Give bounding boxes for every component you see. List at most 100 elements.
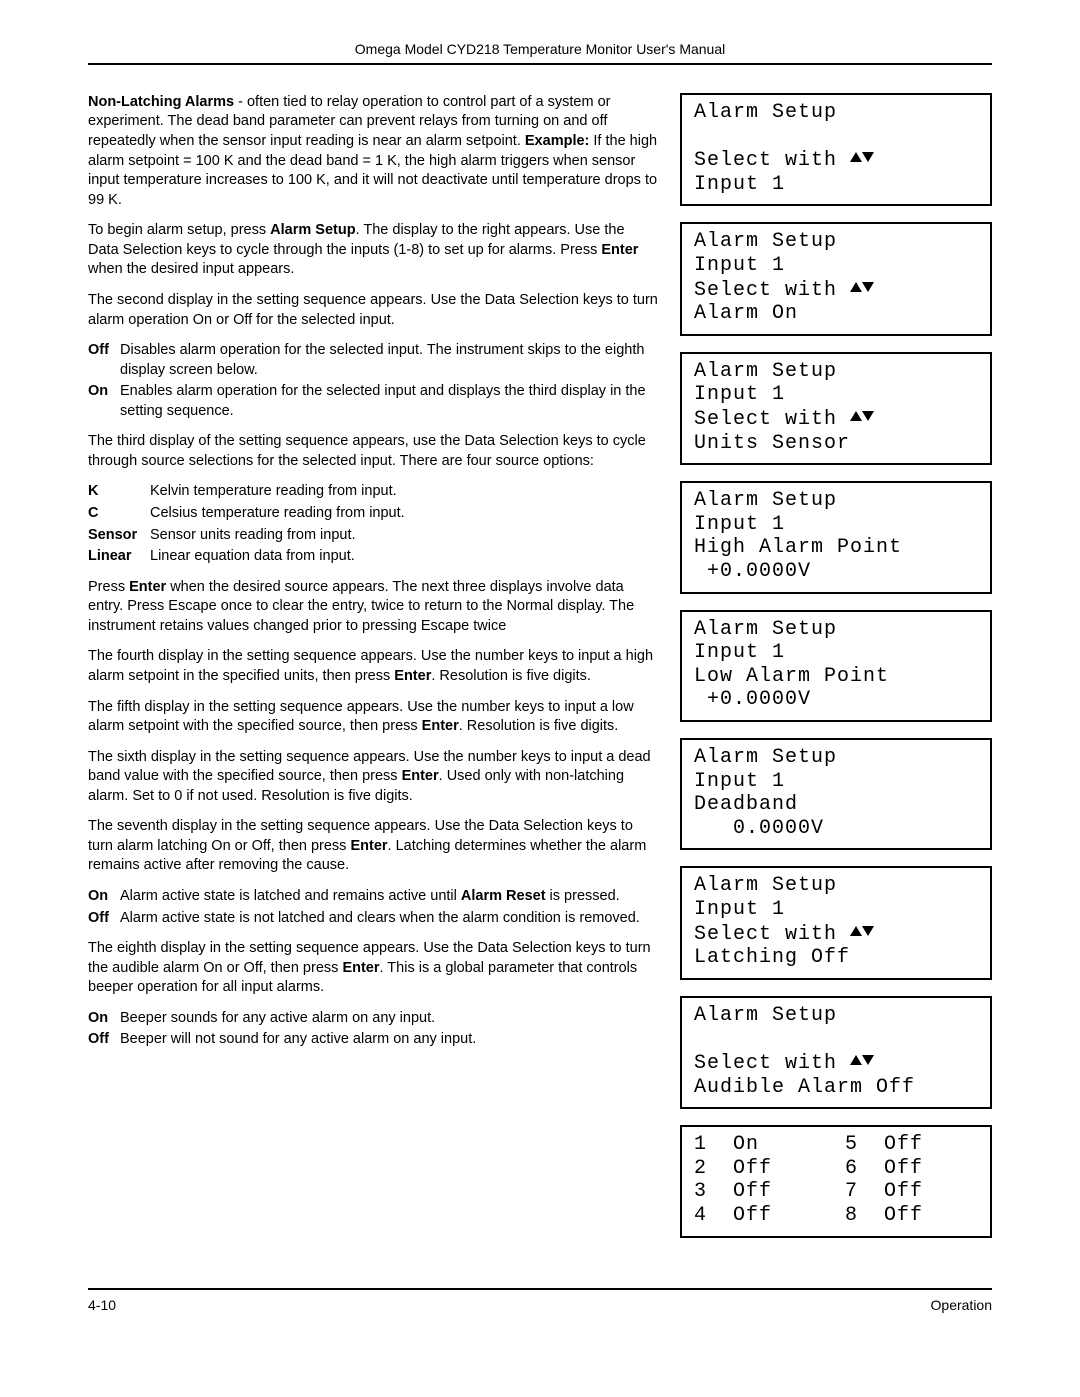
para-third: The third display of the setting sequenc… — [88, 432, 658, 471]
lcd-line: Units Sensor — [694, 432, 978, 456]
lcd-line: Audible Alarm Off — [694, 1076, 978, 1100]
list-item: Off Disables alarm operation for the sel… — [88, 341, 658, 380]
lcd-display-4: Alarm SetupInput 1High Alarm Point +0.00… — [680, 481, 992, 593]
list-item: Linear Linear equation data from input. — [88, 547, 658, 567]
status-cell: 5 Off — [845, 1133, 978, 1157]
bold: Enter — [394, 668, 431, 684]
lcd-line — [694, 1027, 978, 1051]
footer-page-number: 4-10 — [88, 1296, 116, 1315]
lcd-line: Alarm Setup — [694, 874, 978, 898]
arrow-up-icon — [850, 922, 862, 946]
list-onoff-1: Off Disables alarm operation for the sel… — [88, 341, 658, 421]
para-fifth: The fifth display in the setting sequenc… — [88, 698, 658, 737]
list-item: On Beeper sounds for any active alarm on… — [88, 1009, 658, 1029]
bold: Enter — [601, 242, 638, 258]
lcd-line: Latching Off — [694, 946, 978, 970]
lcd-line: 0.0000V — [694, 817, 978, 841]
status-cell: 6 Off — [845, 1157, 978, 1181]
list-val: Enables alarm operation for the selected… — [120, 382, 658, 421]
lcd-line: +0.0000V — [694, 688, 978, 712]
para-begin: To begin alarm setup, press Alarm Setup.… — [88, 221, 658, 280]
list-key: Off — [88, 1030, 120, 1050]
list-key: Off — [88, 909, 120, 929]
text: is pressed. — [546, 888, 620, 904]
lcd-display-2: Alarm SetupInput 1Select with Alarm On — [680, 222, 992, 335]
para-sixth: The sixth display in the setting sequenc… — [88, 748, 658, 807]
para-second: The second display in the setting sequen… — [88, 291, 658, 330]
text: Press — [88, 579, 129, 595]
list-key: On — [88, 1009, 120, 1029]
list-key: K — [88, 482, 150, 502]
lcd-line: Select with — [694, 407, 978, 432]
list-key: On — [88, 382, 120, 421]
bold: Alarm Setup — [270, 222, 355, 238]
lcd-line: Alarm Setup — [694, 618, 978, 642]
list-val: Linear equation data from input. — [150, 547, 658, 567]
lcd-line: Input 1 — [694, 383, 978, 407]
list-item: On Enables alarm operation for the selec… — [88, 382, 658, 421]
content-columns: Non-Latching Alarms - often tied to rela… — [88, 93, 992, 1238]
list-key: On — [88, 887, 120, 907]
para-fourth: The fourth display in the setting sequen… — [88, 647, 658, 686]
page-footer: 4-10 Operation — [88, 1296, 992, 1315]
arrow-up-icon — [850, 278, 862, 302]
lcd-line: Select with — [694, 1051, 978, 1076]
lcd-line: Input 1 — [694, 770, 978, 794]
text: Alarm active state is not latched and cl… — [120, 910, 640, 926]
arrow-down-icon — [862, 278, 874, 302]
text: Alarm active state is latched and remain… — [120, 888, 461, 904]
para-seventh: The seventh display in the setting seque… — [88, 817, 658, 876]
list-val: Beeper will not sound for any active ala… — [120, 1030, 658, 1050]
lcd-line: +0.0000V — [694, 560, 978, 584]
bold: Enter — [350, 838, 387, 854]
list-item: Sensor Sensor units reading from input. — [88, 526, 658, 546]
list-val: Beeper sounds for any active alarm on an… — [120, 1009, 658, 1029]
list-val: Kelvin temperature reading from input. — [150, 482, 658, 502]
lcd-display-1: Alarm Setup Select with Input 1 — [680, 93, 992, 206]
lcd-line: Input 1 — [694, 513, 978, 537]
text: when the desired source appears. The nex… — [88, 579, 634, 634]
lcd-line: High Alarm Point — [694, 536, 978, 560]
para-press-source: Press Enter when the desired source appe… — [88, 578, 658, 637]
bold-example: Example: — [525, 133, 589, 149]
lcd-line: Alarm Setup — [694, 101, 978, 125]
lcd-line: Alarm Setup — [694, 230, 978, 254]
list-beeper: On Beeper sounds for any active alarm on… — [88, 1009, 658, 1050]
text: . Resolution is five digits. — [459, 718, 619, 734]
list-item: C Celsius temperature reading from input… — [88, 504, 658, 524]
footer-rule — [88, 1288, 992, 1290]
lcd-display-3: Alarm SetupInput 1Select with Units Sens… — [680, 352, 992, 465]
list-val: Celsius temperature reading from input. — [150, 504, 658, 524]
list-item: On Alarm active state is latched and rem… — [88, 887, 658, 907]
lcd-line — [694, 124, 978, 148]
status-cell: 2 Off — [694, 1157, 827, 1181]
lcd-line: Select with — [694, 278, 978, 303]
status-cell: 4 Off — [694, 1204, 827, 1228]
lcd-line: Select with — [694, 922, 978, 947]
list-item: Off Alarm active state is not latched an… — [88, 909, 658, 929]
list-val: Disables alarm operation for the selecte… — [120, 341, 658, 380]
lcd-container: Alarm Setup Select with Input 1Alarm Set… — [680, 93, 992, 1109]
para-nonlatching: Non-Latching Alarms - often tied to rela… — [88, 93, 658, 210]
footer-section: Operation — [931, 1296, 992, 1315]
list-latch: On Alarm active state is latched and rem… — [88, 887, 658, 928]
list-item: Off Beeper will not sound for any active… — [88, 1030, 658, 1050]
arrow-down-icon — [862, 1051, 874, 1075]
bold-lead: Non-Latching Alarms — [88, 94, 234, 110]
bold: Enter — [129, 579, 166, 595]
right-column: Alarm Setup Select with Input 1Alarm Set… — [680, 93, 992, 1238]
lcd-line: Input 1 — [694, 641, 978, 665]
arrow-up-icon — [850, 148, 862, 172]
lcd-line: Low Alarm Point — [694, 665, 978, 689]
page-header: Omega Model CYD218 Temperature Monitor U… — [88, 40, 992, 63]
arrow-down-icon — [862, 407, 874, 431]
list-sources: K Kelvin temperature reading from input.… — [88, 482, 658, 566]
para-eighth: The eighth display in the setting sequen… — [88, 939, 658, 998]
lcd-line: Alarm On — [694, 302, 978, 326]
arrow-up-icon — [850, 1051, 862, 1075]
lcd-display-8: Alarm Setup Select with Audible Alarm Of… — [680, 996, 992, 1109]
list-val: Alarm active state is latched and remain… — [120, 887, 658, 907]
lcd-line: Alarm Setup — [694, 489, 978, 513]
lcd-display-6: Alarm SetupInput 1Deadband 0.0000V — [680, 738, 992, 850]
header-rule — [88, 63, 992, 65]
